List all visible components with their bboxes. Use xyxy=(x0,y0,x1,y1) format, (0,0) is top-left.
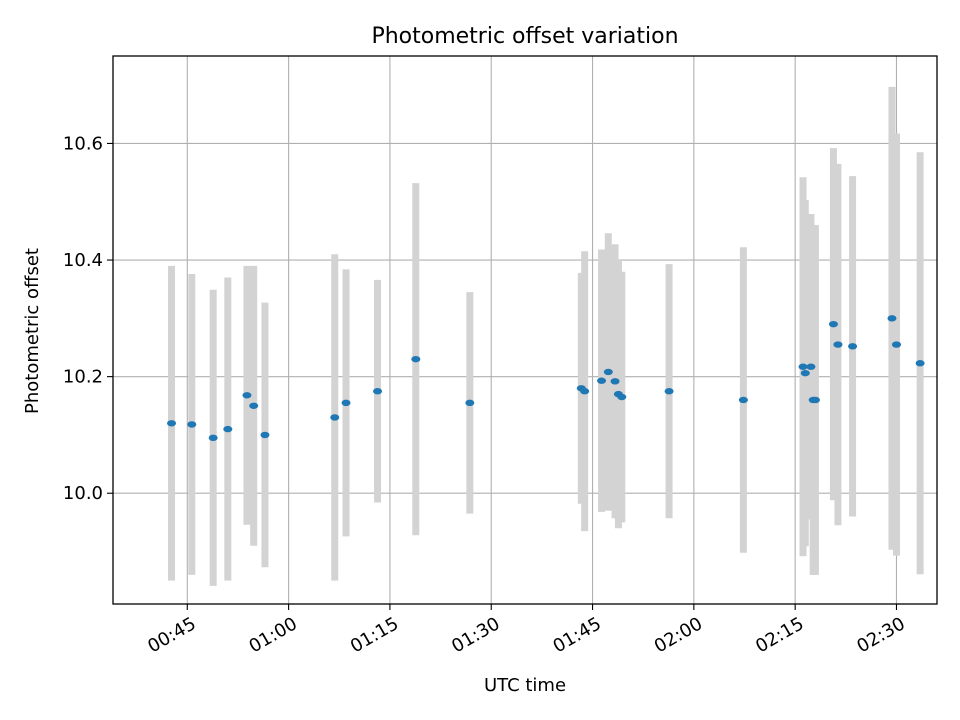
data-point xyxy=(800,369,810,377)
data-point xyxy=(187,421,197,428)
data-point xyxy=(798,363,808,370)
data-point xyxy=(806,363,816,370)
data-point xyxy=(664,388,674,395)
data-point xyxy=(580,388,590,395)
y-tick-label: 10.4 xyxy=(63,250,103,271)
data-point xyxy=(848,343,858,350)
data-point xyxy=(242,392,252,399)
data-point xyxy=(810,396,820,404)
y-axis-label: Photometric offset xyxy=(22,248,43,414)
data-point xyxy=(617,393,627,401)
data-point xyxy=(915,360,925,367)
data-point xyxy=(833,341,843,348)
y-axis-ticks: 10.0 10.2 10.4 10.6 xyxy=(63,133,113,504)
y-tick-label: 10.0 xyxy=(63,483,103,504)
chart-title: Photometric offset variation xyxy=(371,24,678,49)
data-point xyxy=(223,425,233,433)
data-point xyxy=(411,355,421,363)
plot-frame xyxy=(112,55,938,605)
data-point xyxy=(341,399,351,407)
data-point xyxy=(260,431,270,439)
data-point xyxy=(828,320,838,328)
data-point xyxy=(603,368,613,376)
data-point xyxy=(167,420,177,427)
data-point xyxy=(738,396,748,404)
data-points xyxy=(167,315,925,442)
data-point xyxy=(249,402,259,409)
x-axis-label: UTC time xyxy=(484,675,566,696)
y-tick-label: 10.2 xyxy=(63,367,103,388)
data-point xyxy=(208,434,218,442)
data-point xyxy=(465,399,475,407)
data-point xyxy=(373,388,383,395)
data-point xyxy=(330,414,340,421)
data-point xyxy=(610,378,620,385)
y-tick-label: 10.6 xyxy=(63,133,103,154)
data-point xyxy=(597,377,607,384)
data-point xyxy=(887,315,897,322)
data-point xyxy=(891,341,901,348)
